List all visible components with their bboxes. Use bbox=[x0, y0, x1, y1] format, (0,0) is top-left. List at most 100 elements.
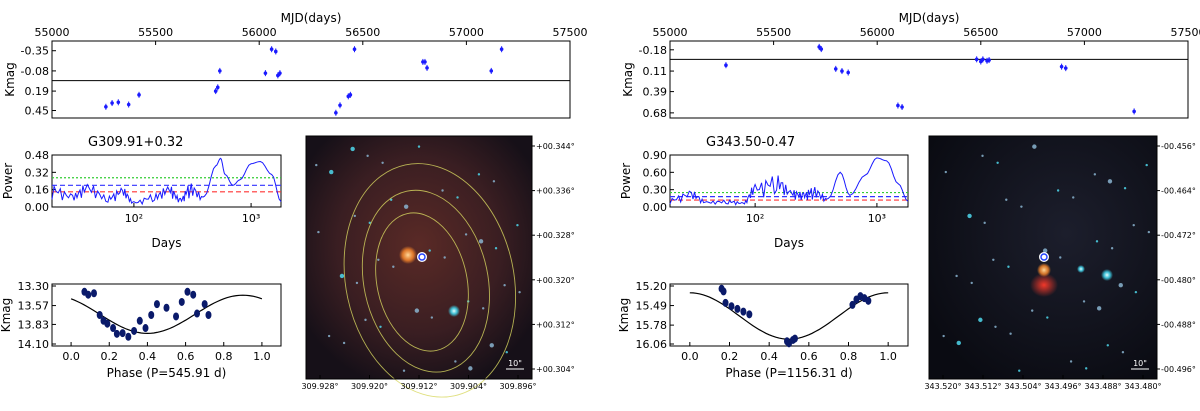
lightcurve-point bbox=[338, 102, 342, 108]
folded-marker bbox=[91, 289, 97, 297]
field-star bbox=[1111, 247, 1113, 249]
lightcurve-xtick-label: 57000 bbox=[1067, 26, 1102, 39]
lightcurve-marker bbox=[278, 71, 282, 75]
lightcurve-marker bbox=[896, 104, 900, 108]
lightcurve-marker bbox=[334, 111, 338, 115]
periodogram-xlabel: Days bbox=[774, 236, 804, 250]
lightcurve-marker bbox=[270, 47, 274, 51]
lightcurve-point bbox=[270, 46, 274, 52]
lightcurve-xtick-label: 57500 bbox=[553, 26, 588, 39]
lightcurve-point bbox=[214, 88, 218, 94]
lightcurve-ytick-label: 0.68 bbox=[643, 107, 668, 120]
field-star bbox=[955, 275, 957, 277]
lightcurve-ylabel: Kmag bbox=[3, 62, 17, 97]
lightcurve-ytick-label: -0.08 bbox=[21, 65, 49, 78]
field-star bbox=[468, 366, 472, 370]
lightcurve-marker bbox=[819, 47, 823, 51]
field-star bbox=[978, 318, 982, 322]
folded-marker bbox=[865, 297, 871, 305]
lightcurve-point bbox=[216, 84, 220, 90]
lightcurve-point bbox=[353, 46, 357, 52]
folded-xlabel: Phase (P=545.91 d) bbox=[107, 366, 227, 380]
periodogram-ytick-label: 0.48 bbox=[25, 149, 50, 162]
field-star bbox=[1135, 291, 1137, 293]
field-star bbox=[1057, 189, 1059, 191]
folded-marker bbox=[179, 298, 185, 306]
ra-tick-label: 343.512° bbox=[964, 382, 1001, 391]
dec-tick-label: -00.488° bbox=[1161, 320, 1196, 329]
field-star bbox=[1096, 240, 1098, 242]
lightcurve-axes bbox=[670, 41, 1188, 118]
lightcurve-marker bbox=[840, 69, 844, 73]
scalebar-label: 10" bbox=[1133, 359, 1147, 368]
field-star bbox=[493, 180, 495, 182]
folded-marker bbox=[143, 324, 149, 332]
field-star bbox=[1122, 351, 1124, 353]
folded-ytick-label: 14.10 bbox=[18, 338, 50, 351]
ra-tick-label: 343.488° bbox=[1084, 382, 1121, 391]
ra-tick-label: 343.496° bbox=[1044, 382, 1081, 391]
folded-xtick-label: 1.0 bbox=[879, 350, 897, 363]
field-star bbox=[503, 284, 505, 286]
lightcurve-point bbox=[975, 56, 979, 62]
lightcurve-point bbox=[846, 70, 850, 76]
lightcurve-marker bbox=[274, 50, 278, 54]
folded-marker bbox=[137, 317, 143, 325]
ra-tick-label: 309.928° bbox=[301, 382, 338, 391]
field-star bbox=[403, 369, 405, 371]
folded-xtick-label: 0.0 bbox=[681, 350, 699, 363]
lightcurve-xtick-label: 55500 bbox=[138, 26, 173, 39]
periodogram-ytick-label: 0.00 bbox=[25, 201, 50, 214]
ra-tick-label: 309.912° bbox=[400, 382, 437, 391]
folded-ytick-label: 13.30 bbox=[18, 280, 50, 293]
folded-marker bbox=[205, 311, 211, 319]
field-star bbox=[354, 215, 356, 217]
field-star bbox=[328, 335, 330, 337]
field-star bbox=[994, 326, 996, 328]
folded-xtick-label: 0.0 bbox=[62, 350, 80, 363]
lightcurve-point bbox=[425, 65, 429, 71]
lightcurve-marker bbox=[353, 47, 357, 51]
dec-tick-label: -00.472° bbox=[1161, 231, 1196, 240]
lightcurve-point bbox=[218, 68, 222, 74]
folded-marker bbox=[164, 304, 170, 312]
field-star bbox=[1032, 144, 1036, 148]
lightcurve-marker bbox=[104, 105, 108, 109]
lightcurve-marker bbox=[987, 58, 991, 62]
periodogram-xtick-label: 10³ bbox=[868, 212, 886, 225]
periodogram-xlabel: Days bbox=[152, 236, 182, 250]
dec-tick-label: +00.344° bbox=[536, 142, 575, 151]
field-star bbox=[1133, 224, 1135, 226]
lightcurve-marker bbox=[975, 58, 979, 62]
lightcurve-marker bbox=[489, 69, 493, 73]
lightcurve-xtick-label: 55000 bbox=[653, 26, 688, 39]
lightcurve-xlabel: MJD(days) bbox=[899, 11, 960, 25]
folded-ytick-label: 13.83 bbox=[18, 318, 50, 331]
folded-marker bbox=[85, 291, 91, 299]
field-star bbox=[1107, 344, 1109, 346]
periodogram-ytick-label: 0.16 bbox=[25, 184, 50, 197]
periodogram-ylabel: Power bbox=[619, 163, 633, 199]
lightcurve-marker bbox=[425, 66, 429, 70]
field-star bbox=[1059, 256, 1061, 258]
ra-tick-label: 343.504° bbox=[1004, 382, 1041, 391]
field-star bbox=[1007, 266, 1009, 268]
field-star bbox=[1083, 300, 1085, 302]
lightcurve-marker bbox=[338, 103, 342, 107]
dec-tick-label: -00.480° bbox=[1161, 276, 1196, 285]
lightcurve-point bbox=[900, 104, 904, 110]
lightcurve-marker bbox=[127, 103, 131, 107]
folded-marker bbox=[131, 327, 137, 335]
field-star bbox=[1124, 187, 1126, 189]
field-star bbox=[495, 247, 497, 249]
lightcurve-point bbox=[137, 92, 141, 98]
lightcurve-marker bbox=[500, 47, 504, 51]
field-star bbox=[329, 170, 333, 174]
lightcurve-marker bbox=[846, 71, 850, 75]
field-star bbox=[996, 162, 998, 164]
